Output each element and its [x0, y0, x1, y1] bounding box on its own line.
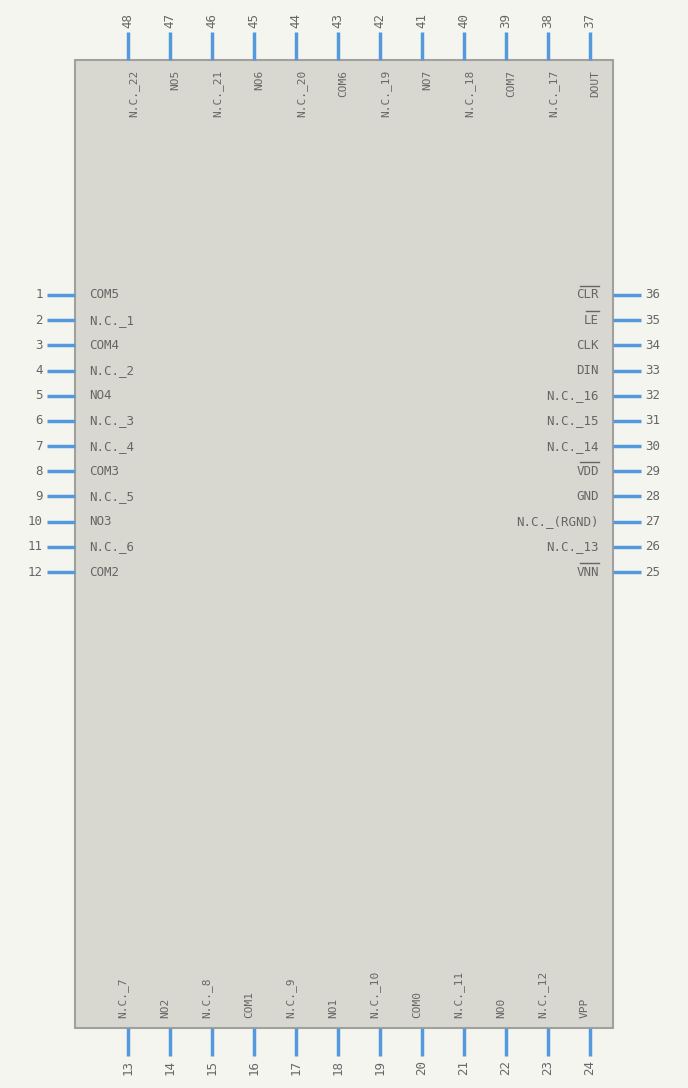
Text: 43: 43: [332, 13, 345, 28]
Text: N.C._10: N.C._10: [369, 970, 380, 1018]
Text: 39: 39: [499, 13, 513, 28]
Text: 29: 29: [645, 465, 660, 478]
Text: 5: 5: [36, 390, 43, 403]
Text: N.C._8: N.C._8: [201, 977, 212, 1018]
Text: N.C._21: N.C._21: [212, 70, 223, 118]
Text: 48: 48: [122, 13, 134, 28]
Text: N.C._14: N.C._14: [546, 440, 599, 453]
Text: 41: 41: [416, 13, 429, 28]
Text: 7: 7: [36, 440, 43, 453]
Text: 8: 8: [36, 465, 43, 478]
Text: 13: 13: [122, 1060, 134, 1075]
Text: 15: 15: [206, 1060, 219, 1075]
Text: 36: 36: [645, 288, 660, 301]
Text: NO5: NO5: [170, 70, 180, 90]
Text: NO6: NO6: [254, 70, 264, 90]
Text: N.C._19: N.C._19: [380, 70, 391, 118]
Text: 4: 4: [36, 364, 43, 378]
Text: 23: 23: [541, 1060, 555, 1075]
Text: COM1: COM1: [244, 991, 254, 1018]
Text: 34: 34: [645, 338, 660, 351]
Text: 9: 9: [36, 490, 43, 503]
Text: 20: 20: [416, 1060, 429, 1075]
Text: 16: 16: [248, 1060, 261, 1075]
Text: COM4: COM4: [89, 338, 119, 351]
Text: 27: 27: [645, 515, 660, 528]
Text: 6: 6: [36, 415, 43, 428]
Text: 31: 31: [645, 415, 660, 428]
Text: COM2: COM2: [89, 566, 119, 579]
Text: 21: 21: [458, 1060, 471, 1075]
Text: CLR: CLR: [577, 288, 599, 301]
Text: DOUT: DOUT: [590, 70, 600, 97]
Text: N.C._15: N.C._15: [546, 415, 599, 428]
Text: 3: 3: [36, 338, 43, 351]
Text: 18: 18: [332, 1060, 345, 1075]
Text: VDD: VDD: [577, 465, 599, 478]
Text: VNN: VNN: [577, 566, 599, 579]
Text: COM0: COM0: [412, 991, 422, 1018]
Text: 11: 11: [28, 541, 43, 554]
Text: 28: 28: [645, 490, 660, 503]
Text: N.C._7: N.C._7: [117, 977, 128, 1018]
Text: N.C._(RGND): N.C._(RGND): [517, 515, 599, 528]
Text: NO7: NO7: [422, 70, 432, 90]
Text: 44: 44: [290, 13, 303, 28]
Text: 12: 12: [28, 566, 43, 579]
Text: N.C._6: N.C._6: [89, 541, 134, 554]
Text: 42: 42: [374, 13, 387, 28]
Text: COM3: COM3: [89, 465, 119, 478]
Text: 37: 37: [583, 13, 596, 28]
Text: N.C._1: N.C._1: [89, 313, 134, 326]
Text: 45: 45: [248, 13, 261, 28]
Text: N.C._18: N.C._18: [464, 70, 475, 118]
Text: 2: 2: [36, 313, 43, 326]
Text: N.C._13: N.C._13: [546, 541, 599, 554]
Text: N.C._16: N.C._16: [546, 390, 599, 403]
Text: N.C._17: N.C._17: [548, 70, 559, 118]
Text: VPP: VPP: [580, 998, 590, 1018]
Text: 24: 24: [583, 1060, 596, 1075]
Text: NO2: NO2: [160, 998, 170, 1018]
Text: 46: 46: [206, 13, 219, 28]
Text: 22: 22: [499, 1060, 513, 1075]
Text: COM5: COM5: [89, 288, 119, 301]
Text: CLK: CLK: [577, 338, 599, 351]
Bar: [75, 60, 613, 1028]
Text: 14: 14: [164, 1060, 177, 1075]
Text: 26: 26: [645, 541, 660, 554]
Text: COM7: COM7: [506, 70, 516, 97]
Text: 25: 25: [645, 566, 660, 579]
Text: N.C._3: N.C._3: [89, 415, 134, 428]
Text: COM6: COM6: [338, 70, 348, 97]
Text: N.C._5: N.C._5: [89, 490, 134, 503]
Text: N.C._9: N.C._9: [285, 977, 296, 1018]
Text: 47: 47: [164, 13, 177, 28]
Text: DIN: DIN: [577, 364, 599, 378]
Text: 40: 40: [458, 13, 471, 28]
Text: NO1: NO1: [328, 998, 338, 1018]
Text: 17: 17: [290, 1060, 303, 1075]
Text: NO3: NO3: [89, 515, 111, 528]
Text: NO0: NO0: [496, 998, 506, 1018]
Text: NO4: NO4: [89, 390, 111, 403]
Text: N.C._12: N.C._12: [537, 970, 548, 1018]
Text: N.C._22: N.C._22: [128, 70, 139, 118]
Text: 10: 10: [28, 515, 43, 528]
Text: 33: 33: [645, 364, 660, 378]
Text: N.C._2: N.C._2: [89, 364, 134, 378]
Text: 32: 32: [645, 390, 660, 403]
Text: N.C._4: N.C._4: [89, 440, 134, 453]
Text: GND: GND: [577, 490, 599, 503]
Text: 38: 38: [541, 13, 555, 28]
Text: 30: 30: [645, 440, 660, 453]
Text: 35: 35: [645, 313, 660, 326]
Text: 1: 1: [36, 288, 43, 301]
Text: LE: LE: [584, 313, 599, 326]
Text: 19: 19: [374, 1060, 387, 1075]
Text: N.C._20: N.C._20: [296, 70, 307, 118]
Text: N.C._11: N.C._11: [453, 970, 464, 1018]
